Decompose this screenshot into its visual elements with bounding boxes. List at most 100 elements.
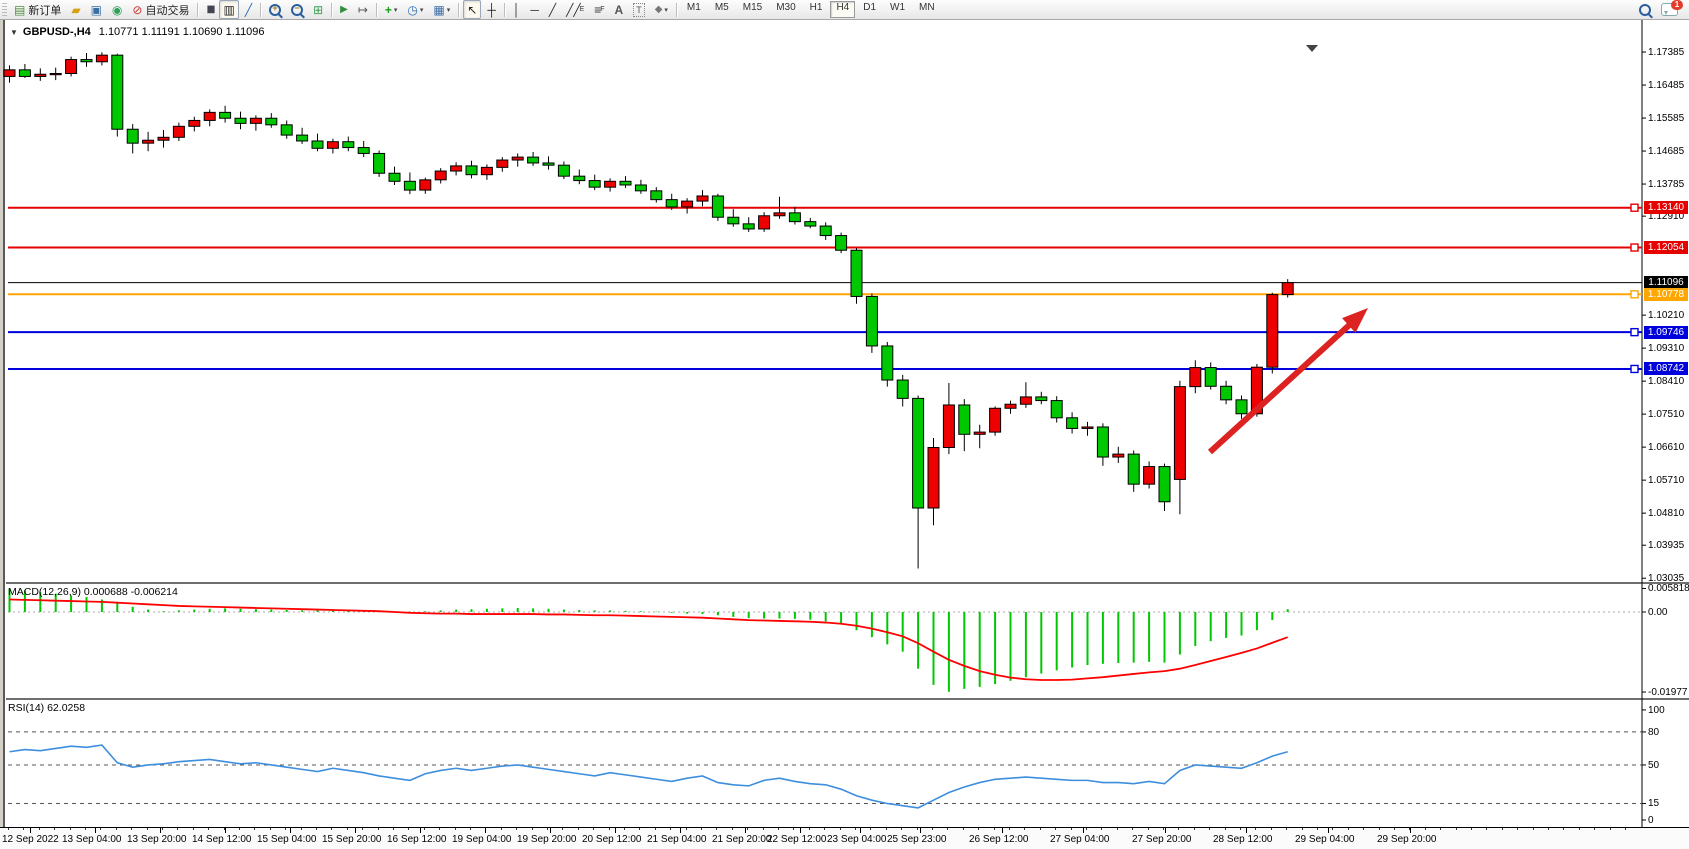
arrows-button[interactable]: ◆ ▾	[651, 0, 672, 19]
timeframe-button-m5[interactable]: M5	[714, 2, 729, 13]
new-order-button[interactable]: ▤ 新订单	[10, 0, 65, 19]
eraser-button[interactable]: ▰	[67, 0, 84, 19]
text-label-button[interactable]: T	[629, 0, 649, 19]
cursor-button[interactable]: ↖	[463, 0, 482, 19]
vertical-line-icon: │	[512, 2, 521, 17]
vertical-line-button[interactable]: │	[509, 0, 525, 19]
candle	[265, 117, 278, 126]
candle	[188, 119, 201, 127]
zoom-out-button[interactable]: −	[287, 0, 307, 19]
timeframe-button-d1[interactable]: D1	[863, 2, 877, 13]
equidistant-channel-icon: ╱╱	[566, 2, 581, 17]
time-minor-tick	[1471, 828, 1472, 830]
chart-plot[interactable]	[0, 20, 1689, 849]
templates-button[interactable]: ▦ ▾	[429, 0, 454, 19]
time-axis-label: 14 Sep 12:00	[192, 834, 252, 845]
indicators-button[interactable]: + ▾	[381, 0, 402, 19]
timeframe-button-m15[interactable]: M15	[742, 2, 763, 13]
candle	[989, 407, 1002, 433]
time-minor-tick	[762, 828, 764, 830]
price-tick-label: 1.04810	[1648, 508, 1685, 520]
toolbar-separator	[458, 2, 460, 17]
candle	[573, 175, 586, 182]
time-minor-tick	[239, 828, 240, 830]
lens-sign: +	[272, 2, 278, 13]
time-minor-tick	[577, 828, 579, 830]
time-minor-tick	[1517, 828, 1519, 830]
line-chart-button[interactable]: ╱	[241, 0, 256, 19]
panel-separator	[6, 698, 1689, 700]
time-minor-tick	[778, 828, 779, 830]
time-axis-label: 13 Sep 04:00	[62, 834, 122, 845]
auto-scroll-button[interactable]: ▶	[336, 0, 352, 19]
candle	[665, 199, 678, 208]
time-axis-label: 29 Sep 20:00	[1377, 834, 1437, 845]
candlestick-button[interactable]: ▥	[219, 0, 239, 19]
time-minor-tick	[670, 828, 672, 830]
crosshair-button[interactable]: ┼	[483, 0, 500, 19]
timeframe-button-m1[interactable]: M1	[686, 2, 701, 13]
timeframe-button-w1[interactable]: W1	[890, 2, 906, 13]
price-tick-label: 1.03035	[1648, 573, 1685, 585]
equidistant-channel-button[interactable]: ╱╱ E	[562, 0, 588, 19]
zoom-in-button[interactable]: +	[265, 0, 285, 19]
rsi-indicator-label: RSI(14) 62.0258	[8, 702, 86, 714]
autotrading-button[interactable]: ⊘ 自动交易	[128, 0, 193, 19]
candle	[819, 225, 832, 237]
trendline-button[interactable]: ╱	[545, 0, 560, 19]
time-minor-tick	[162, 828, 163, 830]
time-major-tick	[355, 828, 356, 833]
time-minor-tick	[562, 828, 564, 830]
candle	[727, 216, 740, 225]
time-axis[interactable]: 12 Sep 2022 13 Sep 04:00 13 Sep 20:00 14 Se…	[0, 827, 1689, 849]
chart-shift-button[interactable]: ↦	[354, 0, 372, 19]
time-minor-tick	[1178, 828, 1180, 830]
candle	[1035, 396, 1048, 402]
time-minor-tick	[1255, 828, 1257, 830]
time-minor-tick	[839, 828, 841, 830]
signal-icon: ◉	[111, 2, 123, 17]
time-axis-label: 19 Sep 20:00	[517, 834, 577, 845]
trend-arrow	[1207, 317, 1357, 455]
chart-window-icon: ▣	[90, 2, 102, 17]
auto-scroll-icon: ▶	[340, 3, 348, 15]
candle	[773, 212, 786, 217]
candle	[3, 69, 16, 77]
time-minor-tick	[23, 828, 25, 830]
timeframe-button-m30[interactable]: M30	[776, 2, 796, 13]
text-button[interactable]: A	[611, 0, 628, 19]
chart-symbol-period: GBPUSD-,H4	[22, 26, 91, 38]
bar-chart-button[interactable]: ▮▮	[202, 0, 217, 19]
time-minor-tick	[547, 828, 548, 830]
candle	[511, 156, 524, 161]
horizontal-line-button[interactable]: ─	[526, 0, 543, 19]
signal-button[interactable]: ◉	[108, 0, 126, 19]
time-axis-label: 22 Sep 12:00	[767, 834, 827, 845]
timeframe-button-mn[interactable]: MN	[919, 2, 935, 13]
candle	[126, 128, 139, 144]
candle	[927, 447, 940, 509]
chart-area[interactable]: ▼ GBPUSD-,H4 1.10771 1.11191 1.10690 1.110…	[0, 20, 1689, 849]
price-tick-label: 1.14685	[1648, 146, 1685, 158]
chart-shift-icon: ↦	[357, 2, 368, 17]
timeframe-button-h1[interactable]: H1	[809, 2, 823, 13]
timeframe-button-h4[interactable]: H4	[830, 1, 856, 18]
time-minor-tick	[1039, 828, 1041, 830]
chevron-down-icon: ▾	[446, 6, 451, 14]
one-click-trading-toggle-icon[interactable]: ▼	[10, 28, 18, 37]
search-button[interactable]	[1635, 0, 1655, 19]
tile-windows-button[interactable]: ⊞	[309, 0, 327, 19]
chat-button[interactable]: 1	[1657, 0, 1683, 19]
periods-button[interactable]: ◷ ▾	[403, 0, 427, 19]
chart-window-button[interactable]: ▣	[87, 0, 106, 19]
time-minor-tick	[38, 828, 40, 830]
time-major-tick	[485, 828, 486, 833]
chevron-down-icon: ▾	[393, 6, 398, 14]
time-major-tick	[745, 828, 746, 833]
candle	[1127, 453, 1140, 485]
price-tick-label: 1.07510	[1648, 409, 1685, 421]
fibonacci-button[interactable]: ≡ F	[590, 0, 608, 19]
time-minor-tick	[254, 828, 256, 830]
toolbar-separator	[260, 2, 262, 17]
